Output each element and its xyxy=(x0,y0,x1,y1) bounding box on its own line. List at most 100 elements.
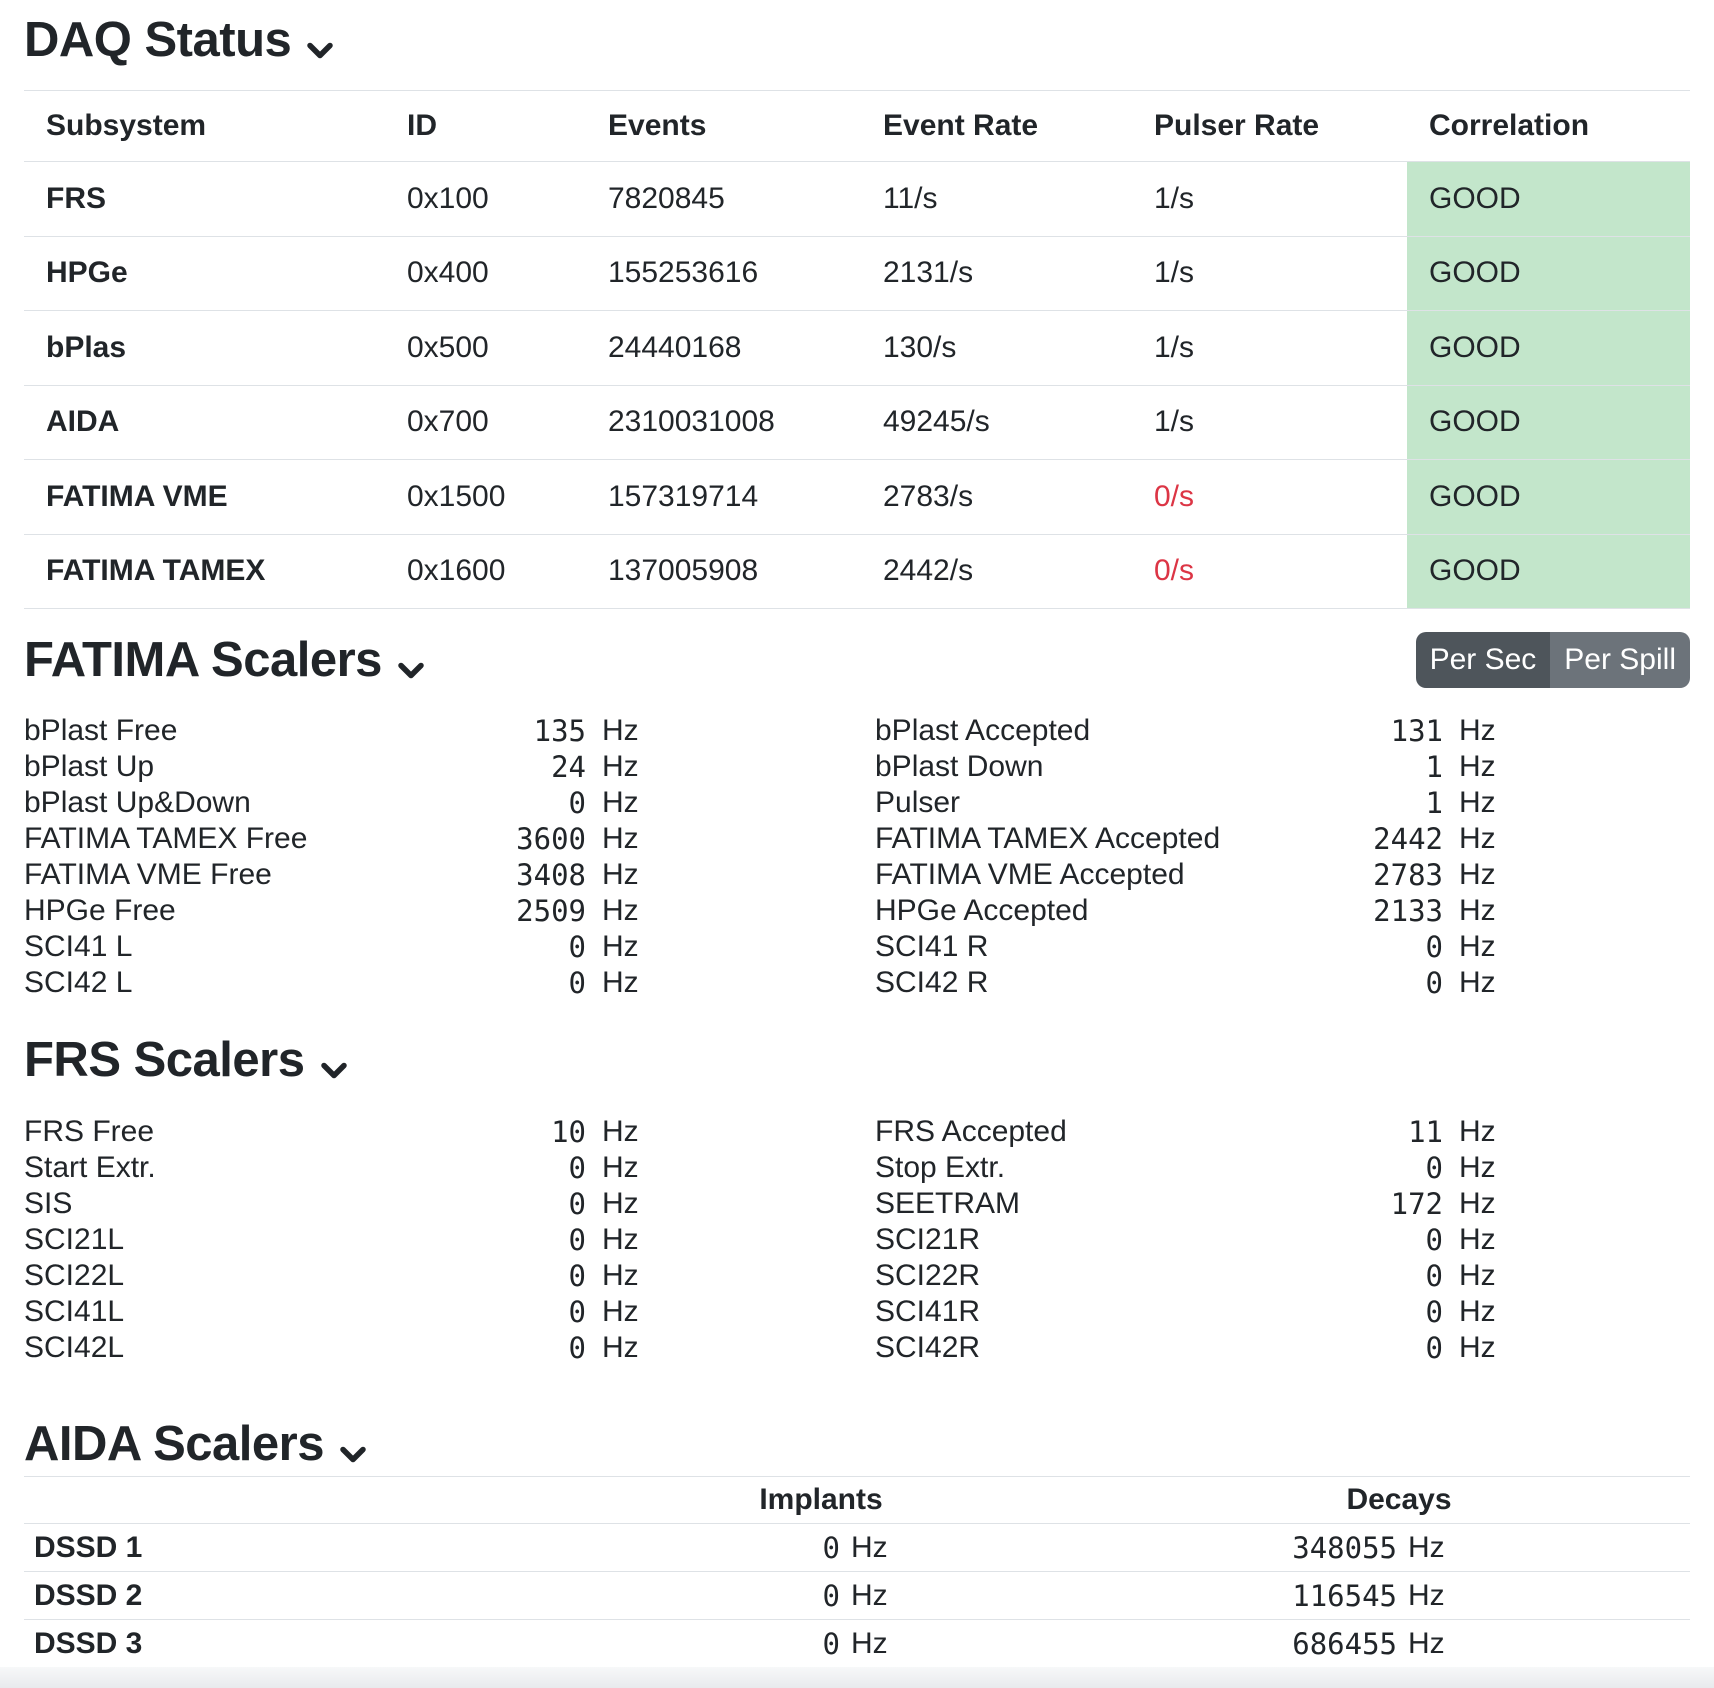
correlation-status-badge: GOOD xyxy=(1407,236,1690,311)
per-spill-button[interactable]: Per Spill xyxy=(1550,632,1690,688)
daq-status-title: DAQ Status xyxy=(24,13,292,67)
scaler-row: bPlast Down 1 Hz xyxy=(875,749,1496,785)
scaler-value: 0 xyxy=(568,786,586,820)
chevron-down-icon[interactable] xyxy=(339,1427,367,1469)
scaler-row: Stop Extr. 0 Hz xyxy=(875,1150,1496,1186)
scaler-label: FRS Free xyxy=(24,1115,155,1148)
chevron-down-icon[interactable] xyxy=(306,18,334,70)
scaler-value: 0 xyxy=(568,1223,586,1257)
scaler-value: 135 xyxy=(533,714,586,748)
fatima-scalers-right-column: bPlast Accepted 131 Hz bPlast Down 1 Hz Pulser… xyxy=(875,713,1690,1001)
scaler-unit: Hz xyxy=(602,750,639,783)
col-header-events: Events xyxy=(586,90,861,162)
dssd-name: DSSD 1 xyxy=(34,1530,143,1564)
daq-status-section-header[interactable]: DAQ Status xyxy=(24,14,1690,66)
subsystem-pulser-rate: 1/s xyxy=(1154,405,1195,439)
dssd-name: DSSD 3 xyxy=(34,1626,143,1660)
scaler-row: SCI42R 0 Hz xyxy=(875,1330,1496,1366)
scaler-unit: Hz xyxy=(1459,1187,1496,1220)
chevron-down-icon[interactable] xyxy=(320,1043,348,1085)
scaler-value: 2509 xyxy=(516,894,586,928)
scaler-unit: Hz xyxy=(602,1115,639,1148)
col-header-pulser-rate: Pulser Rate xyxy=(1132,90,1407,162)
scaler-label: SCI22R xyxy=(875,1259,981,1292)
scaler-row: FATIMA VME Free 3408 Hz xyxy=(24,857,639,893)
subsystem-events: 7820845 xyxy=(608,181,725,215)
aida-table-row: DSSD 1 0 Hz 348055 Hz xyxy=(24,1524,1690,1572)
scaler-unit: Hz xyxy=(1459,858,1496,891)
scaler-value: 10 xyxy=(551,1115,586,1149)
scaler-unit: Hz xyxy=(1459,1259,1496,1292)
scaler-unit: Hz xyxy=(602,822,639,855)
scaler-row: FATIMA TAMEX Free 3600 Hz xyxy=(24,821,639,857)
scaler-row: SCI22R 0 Hz xyxy=(875,1258,1496,1294)
dssd-name: DSSD 2 xyxy=(34,1578,143,1612)
subsystem-name: bPlas xyxy=(46,330,127,364)
scaler-label: SCI42R xyxy=(875,1331,981,1364)
fatima-scalers-title-group[interactable]: FATIMA Scalers xyxy=(24,628,425,692)
scaler-unit: Hz xyxy=(1459,1295,1496,1328)
aida-scalers-section-header[interactable]: AIDA Scalers xyxy=(24,1417,1690,1471)
scaler-label: HPGe Free xyxy=(24,894,176,927)
scaler-value: 0 xyxy=(1425,1331,1443,1365)
scaler-label: SCI41L xyxy=(24,1295,125,1328)
scaler-label: FATIMA VME Free xyxy=(24,858,272,891)
fatima-scalers-left-column: bPlast Free 135 Hz bPlast Up 24 Hz bPlast Up&D… xyxy=(24,713,839,1001)
subsystem-event-rate: 130/s xyxy=(883,330,957,364)
daq-status-table: Subsystem ID Events Event Rate Pulser Ra… xyxy=(24,90,1690,609)
col-header-implants: Implants xyxy=(759,1483,883,1516)
scaler-row: SCI42L 0 Hz xyxy=(24,1330,639,1366)
aida-table-row: DSSD 2 0 Hz 116545 Hz xyxy=(24,1572,1690,1620)
subsystem-events: 155253616 xyxy=(608,256,759,290)
scaler-unit: Hz xyxy=(1459,822,1496,855)
aida-table-row: DSSD 3 0 Hz 686455 Hz xyxy=(24,1620,1690,1668)
per-sec-button[interactable]: Per Sec xyxy=(1415,632,1551,688)
scaler-unit: Hz xyxy=(1459,786,1496,819)
scaler-label: Stop Extr. xyxy=(875,1151,1006,1184)
frs-scalers-title: FRS Scalers xyxy=(24,1033,305,1087)
scaler-unit: Hz xyxy=(1459,750,1496,783)
scaler-label: bPlast Up&Down xyxy=(24,786,251,819)
scaler-unit: Hz xyxy=(602,1295,639,1328)
subsystem-id: 0x400 xyxy=(407,256,489,290)
col-header-correlation: Correlation xyxy=(1407,90,1690,162)
scaler-value: 0 xyxy=(568,930,586,964)
scaler-row: bPlast Accepted 131 Hz xyxy=(875,713,1496,749)
page-bottom-fade xyxy=(0,1667,1714,1688)
chevron-down-icon[interactable] xyxy=(397,636,425,692)
scaler-label: Start Extr. xyxy=(24,1151,156,1184)
fatima-scalers-grid: bPlast Free 135 Hz bPlast Up 24 Hz bPlast Up&D… xyxy=(24,713,1690,1001)
subsystem-events: 24440168 xyxy=(608,330,742,364)
fatima-scalers-title: FATIMA Scalers xyxy=(24,633,382,687)
scaler-value: 0 xyxy=(568,1151,586,1185)
frs-scalers-grid: FRS Free 10 Hz Start Extr. 0 Hz SIS 0 Hz SCI21L 0 H… xyxy=(24,1114,1690,1366)
implants-unit: Hz xyxy=(851,1626,888,1660)
scaler-row: FATIMA TAMEX Accepted 2442 Hz xyxy=(875,821,1496,857)
scaler-label: SCI41 L xyxy=(24,930,133,963)
scaler-unit: Hz xyxy=(602,714,639,747)
scaler-value: 0 xyxy=(568,1187,586,1221)
scaler-value: 0 xyxy=(1425,1259,1443,1293)
scaler-value: 0 xyxy=(1425,1295,1443,1329)
aida-scalers-title: AIDA Scalers xyxy=(24,1417,324,1471)
scaler-value: 3408 xyxy=(516,858,586,892)
scaler-value: 0 xyxy=(568,1331,586,1365)
frs-scalers-section-header[interactable]: FRS Scalers xyxy=(24,1033,1690,1087)
scaler-row: SCI42 L 0 Hz xyxy=(24,965,639,1001)
scaler-unit: Hz xyxy=(1459,930,1496,963)
scaler-unit: Hz xyxy=(602,930,639,963)
implants-value: 0 xyxy=(822,1530,840,1565)
scaler-value: 2783 xyxy=(1373,858,1443,892)
subsystem-pulser-rate: 0/s xyxy=(1154,479,1195,513)
scaler-value: 0 xyxy=(1425,966,1443,1000)
scaler-row: SEETRAM 172 Hz xyxy=(875,1186,1496,1222)
scaler-label: Pulser xyxy=(875,786,961,819)
correlation-status-badge: GOOD xyxy=(1407,459,1690,534)
scaler-unit: Hz xyxy=(602,786,639,819)
scaler-label: SCI41 R xyxy=(875,930,989,963)
daq-table-row: FATIMA TAMEX 0x1600 137005908 2442/s 0/s GOOD xyxy=(24,534,1690,609)
daq-table-row: FRS 0x100 7820845 11/s 1/s GOOD xyxy=(24,161,1690,236)
scaler-value: 172 xyxy=(1390,1187,1443,1221)
fatima-scalers-section-header: FATIMA Scalers Per Sec Per Spill xyxy=(24,632,1690,688)
